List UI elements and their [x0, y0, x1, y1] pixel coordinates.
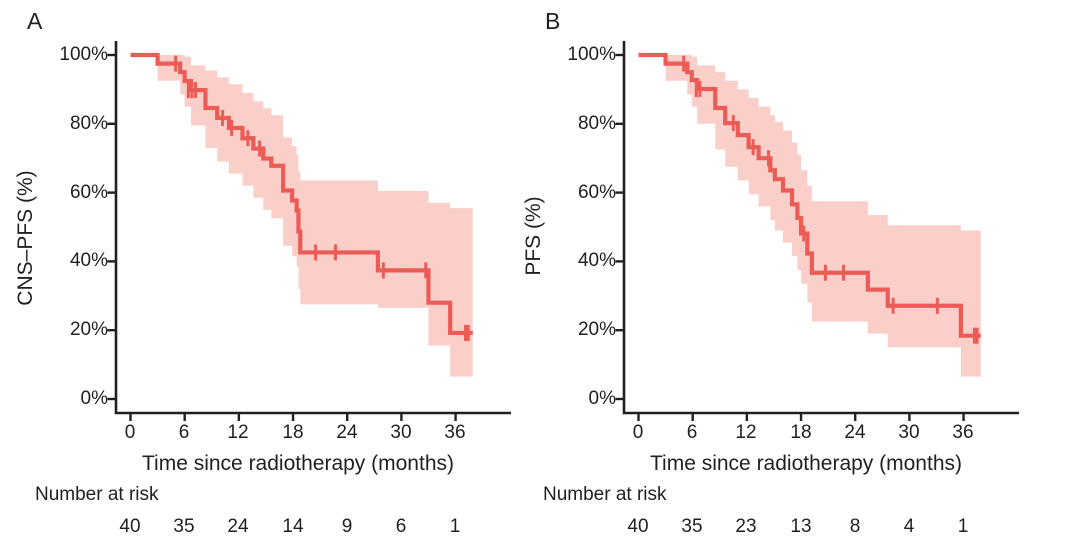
panel-a-letter: A: [27, 8, 43, 34]
axis-lines: [622, 41, 1019, 415]
risk-count-30: 4: [903, 516, 915, 537]
x-tick-label-36: 36: [444, 422, 466, 443]
x-tick-label-0: 0: [632, 422, 644, 443]
survival-step-curve: [638, 52, 981, 338]
risk-count-6: 35: [173, 516, 195, 537]
y-tick-label-0: 0%: [80, 388, 108, 409]
risk-count-18: 13: [790, 516, 812, 537]
y-tick-label-40: 40%: [577, 250, 616, 271]
panel-b-x-axis-title: Time since radiotherapy (months): [649, 452, 962, 475]
x-tick-label-6: 6: [178, 422, 190, 443]
y-tick-label-60: 60%: [577, 182, 616, 203]
risk-count-30: 6: [395, 516, 407, 537]
risk-count-12: 23: [735, 516, 757, 537]
x-tick-label-18: 18: [282, 422, 304, 443]
panel-a: A CNS–PFS (%) 100% 80% 60% 40% 20% 0% 0 …: [14, 8, 466, 537]
risk-count-24: 9: [341, 516, 353, 537]
x-tick-label-12: 12: [735, 422, 757, 443]
x-tick-label-18: 18: [790, 422, 812, 443]
x-tick-label-24: 24: [844, 422, 866, 443]
risk-count-0: 40: [119, 516, 141, 537]
y-tick-label-0: 0%: [588, 388, 616, 409]
risk-count-6: 35: [681, 516, 703, 537]
confidence-band: [157, 55, 473, 377]
x-tick-label-6: 6: [686, 422, 698, 443]
panel-a-y-axis-title: CNS–PFS (%): [14, 170, 37, 306]
survival-step-curve: [130, 52, 473, 336]
x-tick-label-24: 24: [336, 422, 358, 443]
risk-count-36: 1: [957, 516, 969, 537]
y-tick-label-40: 40%: [69, 250, 108, 271]
y-tick-label-100: 100%: [567, 44, 616, 65]
panel-a-number-at-risk-label: Number at risk: [35, 484, 159, 505]
panel-b-number-at-risk-label: Number at risk: [543, 484, 667, 505]
x-tick-label-30: 30: [898, 422, 920, 443]
risk-count-36: 1: [449, 516, 461, 537]
risk-count-24: 8: [849, 516, 861, 537]
panel-b-plot-area: [615, 41, 1019, 421]
axis-lines: [114, 41, 511, 415]
x-tick-label-36: 36: [952, 422, 974, 443]
panel-a-x-axis-title: Time since radiotherapy (months): [141, 452, 454, 475]
risk-count-12: 24: [227, 516, 249, 537]
risk-count-0: 40: [627, 516, 649, 537]
panel-b-letter: B: [545, 8, 561, 34]
x-tick-label-12: 12: [227, 422, 249, 443]
y-tick-label-80: 80%: [577, 113, 616, 134]
y-tick-label-80: 80%: [69, 113, 108, 134]
risk-count-18: 14: [282, 516, 304, 537]
panel-b: B PFS (%) 100% 80% 60% 40% 20% 0% 0 6 12…: [508, 0, 1080, 551]
x-tick-label-30: 30: [390, 422, 412, 443]
x-tick-label-0: 0: [124, 422, 136, 443]
panel-a-plot-area: [107, 41, 511, 421]
y-tick-label-60: 60%: [69, 182, 108, 203]
panel-b-y-axis-title: PFS (%): [522, 196, 545, 276]
y-tick-label-20: 20%: [69, 319, 108, 340]
y-tick-label-20: 20%: [577, 319, 616, 340]
y-tick-label-100: 100%: [59, 44, 108, 65]
